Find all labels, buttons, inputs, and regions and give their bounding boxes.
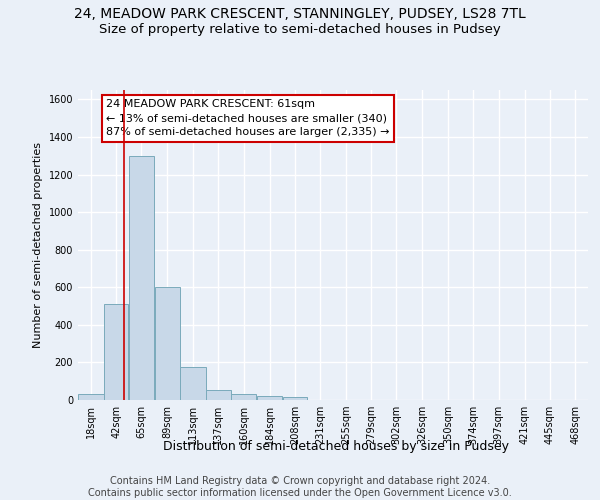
- Bar: [129, 156, 154, 400]
- Bar: [181, 367, 206, 400]
- Bar: [78, 394, 104, 400]
- Bar: [206, 390, 230, 400]
- Text: Contains HM Land Registry data © Crown copyright and database right 2024.
Contai: Contains HM Land Registry data © Crown c…: [88, 476, 512, 498]
- Text: Distribution of semi-detached houses by size in Pudsey: Distribution of semi-detached houses by …: [163, 440, 509, 453]
- Y-axis label: Number of semi-detached properties: Number of semi-detached properties: [33, 142, 43, 348]
- Text: Size of property relative to semi-detached houses in Pudsey: Size of property relative to semi-detach…: [99, 22, 501, 36]
- Bar: [283, 397, 307, 400]
- Bar: [257, 396, 282, 400]
- Bar: [104, 304, 128, 400]
- Bar: [231, 394, 256, 400]
- Text: 24, MEADOW PARK CRESCENT, STANNINGLEY, PUDSEY, LS28 7TL: 24, MEADOW PARK CRESCENT, STANNINGLEY, P…: [74, 8, 526, 22]
- Bar: [155, 288, 180, 400]
- Text: 24 MEADOW PARK CRESCENT: 61sqm
← 13% of semi-detached houses are smaller (340)
8: 24 MEADOW PARK CRESCENT: 61sqm ← 13% of …: [106, 100, 389, 138]
